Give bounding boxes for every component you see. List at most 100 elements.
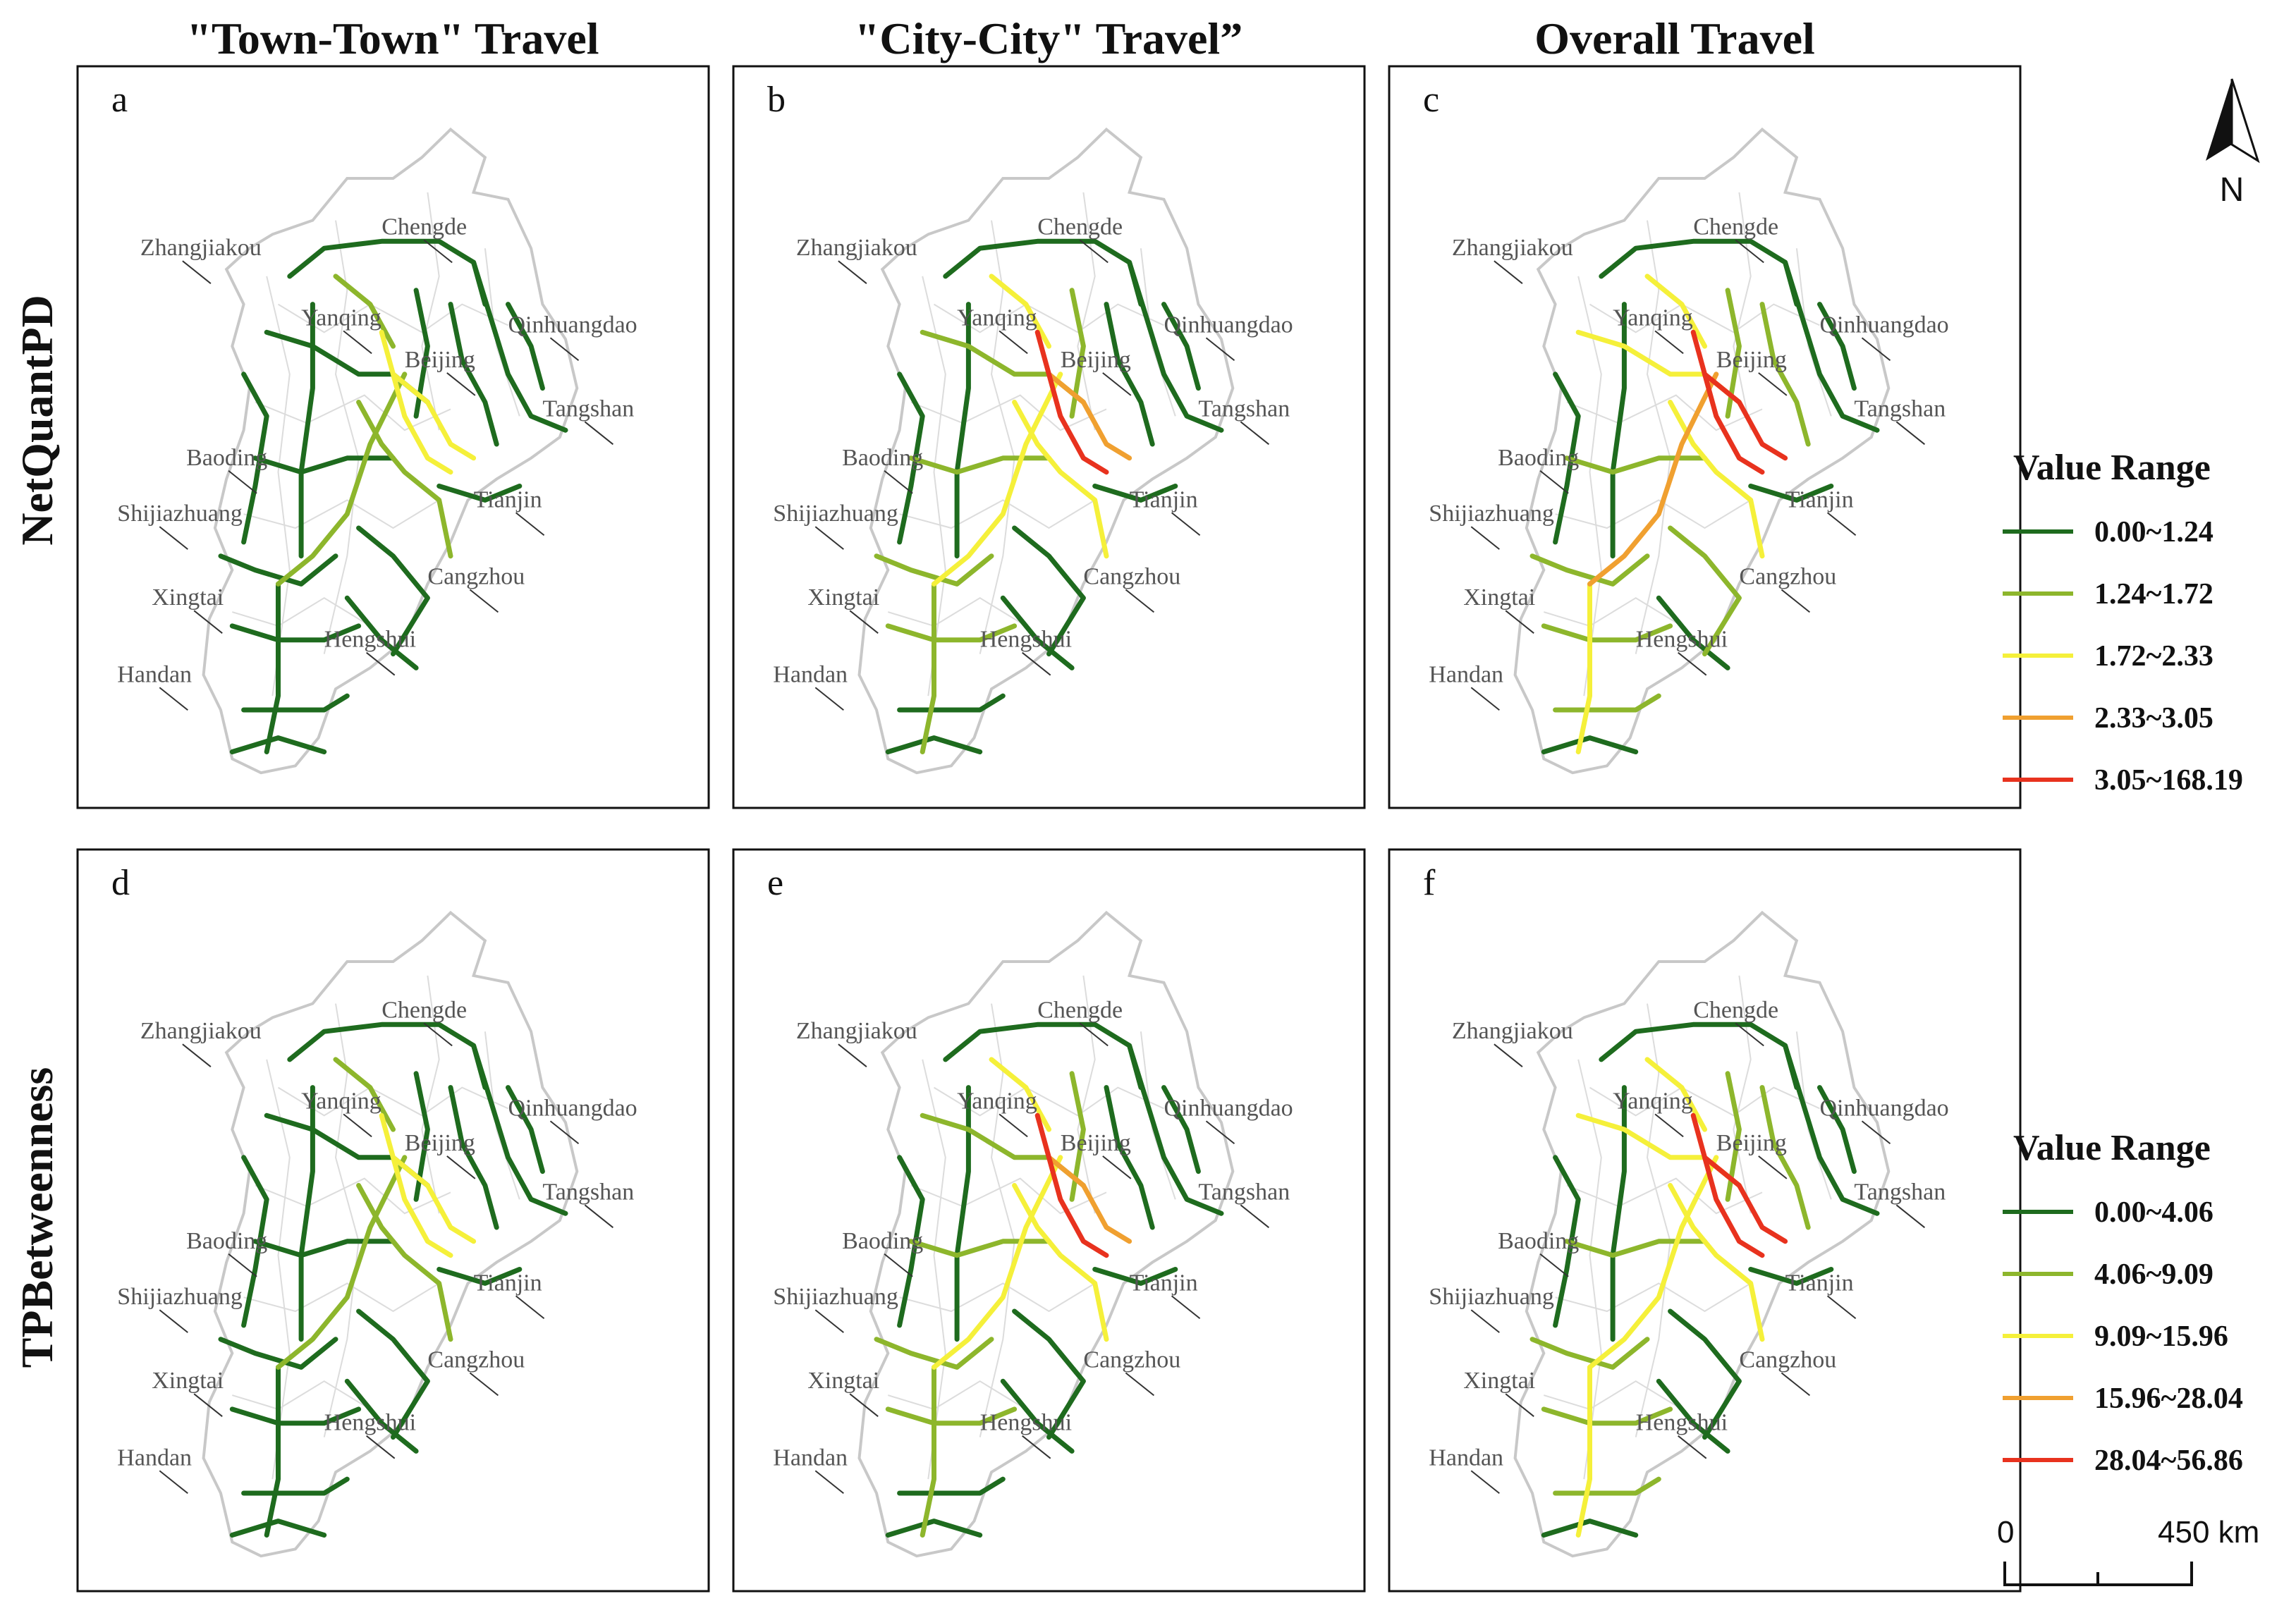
leader-line (446, 372, 476, 396)
leader-line (159, 1309, 188, 1333)
city-label: Qinhuangdao (1164, 312, 1293, 338)
leader-line (1240, 421, 1270, 446)
road-segment (897, 1476, 1006, 1496)
city-label: Shijiazhuang (773, 1284, 898, 1310)
north-arrow-light (2230, 78, 2260, 164)
county-boundary (266, 276, 291, 697)
scale-start-label: 0 (1997, 1515, 2014, 1550)
city-label: Tianjin (1130, 1270, 1198, 1296)
road-segment (218, 553, 338, 587)
city-label: Zhangjiakou (140, 1018, 262, 1044)
county-boundary (277, 303, 508, 333)
leader-line (1171, 512, 1201, 536)
city-label: Hengshui (1636, 627, 1728, 653)
leader-line (1505, 610, 1534, 634)
county-boundary (933, 303, 1164, 333)
road-segment (1541, 1519, 1639, 1538)
county-boundary (922, 1059, 946, 1480)
road-segment (1656, 595, 1730, 670)
road-segment (885, 623, 1018, 643)
row-title: NetQuantPD (12, 295, 62, 546)
north-label: N (2220, 171, 2245, 209)
road-segment (448, 302, 499, 447)
city-label: Beijing (405, 1130, 475, 1156)
legends: Value Range 0.00~1.24 1.24~1.72 1.72~2.33 2.… (2003, 448, 2243, 1477)
city-label: Zhangjiakou (1452, 235, 1573, 261)
city-label: Qinhuangdao (508, 1095, 637, 1121)
road-segment (333, 1057, 396, 1132)
city-label: Xingtai (152, 1368, 224, 1394)
road-segment (1702, 372, 1788, 461)
city-label: Chengde (381, 997, 467, 1023)
city-label: Hengshui (980, 1410, 1072, 1436)
road-segment (1759, 302, 1811, 447)
city-label: Yanqing (301, 1088, 381, 1114)
road-segment (229, 1406, 362, 1426)
road-segment (1127, 259, 1224, 433)
road-segment (1046, 1155, 1132, 1244)
city-label: Beijing (405, 347, 475, 373)
column-title: Overall Travel (1534, 13, 1815, 63)
county-boundary (888, 597, 1027, 627)
leader-line (999, 1113, 1028, 1138)
county-boundary (1555, 499, 1752, 529)
city-label: Tangshan (1854, 1179, 1946, 1205)
road-segment (1668, 525, 1742, 657)
road-segment (1541, 1406, 1673, 1426)
road-segment (897, 1155, 925, 1328)
city-label: Handan (773, 1445, 848, 1471)
map-panel-a: a Zhangjiakou Chengde Yanqing Beijing Qinhuan… (76, 65, 710, 809)
county-boundary (323, 220, 360, 654)
road-segment (920, 581, 936, 754)
leader-line (1079, 1022, 1109, 1047)
county-boundary (255, 1177, 451, 1215)
map-panel-c: c Zhangjiakou Chengde Yanqing Beijing Qinhuan… (1388, 65, 2022, 809)
city-label: Qinhuangdao (1820, 312, 1949, 338)
road-segment (1104, 302, 1155, 447)
county-boundary (979, 220, 1015, 654)
leader-line (193, 610, 223, 634)
county-boundary (266, 1059, 291, 1480)
road-segment (1553, 693, 1661, 713)
city-label: Baoding (842, 1228, 923, 1254)
road-segment (1564, 1239, 1707, 1258)
map-panels: a Zhangjiakou Chengde Yanqing Beijing Qinhuan… (76, 65, 2022, 1593)
city-label: Baoding (1498, 1228, 1579, 1254)
city-label: Chengde (381, 214, 467, 240)
leader-line (1826, 1295, 1857, 1320)
city-label: Baoding (842, 445, 923, 471)
road-segment (333, 274, 396, 349)
road-segment (1046, 372, 1132, 461)
road-segment (1034, 329, 1109, 475)
north-arrow: N (2206, 78, 2260, 209)
city-label: Baoding (1498, 445, 1579, 471)
county-boundary (899, 499, 1096, 529)
map-panel-d: d Zhangjiakou Chengde Yanqing Beijing Qinhuan… (76, 848, 710, 1593)
legend: Value Range 0.00~1.24 1.24~1.72 1.72~2.33 2.… (2003, 448, 2243, 797)
leader-line (1022, 651, 1051, 676)
leader-line (814, 687, 844, 711)
leader-line (849, 1393, 879, 1417)
leader-line (884, 1253, 913, 1277)
county-boundary (910, 1177, 1107, 1215)
leader-line (999, 330, 1028, 355)
road-segment (356, 525, 430, 657)
scale-bar: 0 450 km (1997, 1515, 2259, 1586)
city-label: Beijing (1061, 1130, 1131, 1156)
row-title: TPBetweenness (12, 1067, 62, 1368)
county-boundary (1577, 276, 1602, 697)
city-label: Zhangjiakou (1452, 1018, 1573, 1044)
map-panel-e: e Zhangjiakou Chengde Yanqing Beijing Qinhuan… (732, 848, 1366, 1593)
leader-line (1735, 239, 1764, 264)
legend-label: 2.33~3.05 (2094, 702, 2213, 735)
column-title: "City-City" Travel” (855, 13, 1242, 63)
county-boundary (1077, 192, 1096, 431)
leader-line (1125, 589, 1155, 613)
city-label: Hengshui (980, 627, 1072, 653)
leader-line (1758, 372, 1788, 396)
city-label: Handan (117, 661, 192, 687)
county-boundary (979, 1003, 1015, 1437)
road-segment (241, 1155, 269, 1328)
road-segment (218, 1337, 338, 1370)
county-boundary (1733, 192, 1752, 431)
